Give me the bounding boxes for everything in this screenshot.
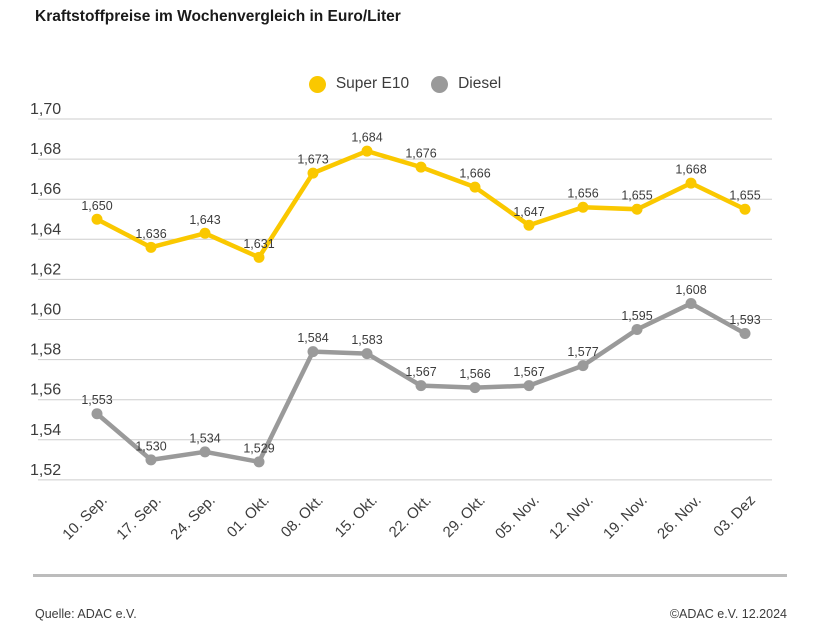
x-tick-label: 03. Dez <box>710 492 759 541</box>
data-point <box>739 328 751 340</box>
x-tick-label: 19. Nov. <box>600 492 651 543</box>
source-note: Quelle: ADAC e.V. <box>35 607 137 621</box>
data-point <box>577 201 589 213</box>
data-point-label: 1,608 <box>675 283 706 297</box>
legend-item-diesel: Diesel <box>431 75 501 93</box>
data-point-label: 1,668 <box>675 163 706 177</box>
data-point-label: 1,566 <box>459 367 490 381</box>
data-point-label: 1,553 <box>81 393 112 407</box>
x-tick-label: 08. Okt. <box>278 492 327 541</box>
x-tick-label: 29. Okt. <box>440 492 489 541</box>
data-point <box>361 348 373 360</box>
super-e10-dot-icon <box>308 75 326 93</box>
y-tick-label: 1,58 <box>30 342 61 359</box>
data-point-label: 1,530 <box>135 439 166 453</box>
legend-item-super-e10: Super E10 <box>308 75 410 93</box>
data-point-label: 1,673 <box>297 153 328 167</box>
y-tick-label: 1,62 <box>30 261 61 278</box>
data-point <box>253 251 265 263</box>
data-point-label: 1,647 <box>513 205 544 219</box>
data-point-label: 1,631 <box>243 237 274 251</box>
data-point <box>145 241 157 253</box>
x-tick-label: 01. Okt. <box>224 492 273 541</box>
y-tick-label: 1,52 <box>30 462 61 479</box>
y-tick-label: 1,60 <box>30 302 61 319</box>
y-tick-label: 1,68 <box>30 141 61 158</box>
data-point-label: 1,583 <box>351 333 382 347</box>
copyright-note: ©ADAC e.V. 12.2024 <box>669 607 787 621</box>
x-tick-label: 15. Okt. <box>332 492 381 541</box>
footer-divider <box>33 574 787 577</box>
data-point-label: 1,636 <box>135 227 166 241</box>
data-point <box>685 297 697 309</box>
page-title: Kraftstoffpreise im Wochenvergleich in E… <box>35 8 401 25</box>
data-point <box>415 380 427 392</box>
x-tick-label: 24. Sep. <box>167 492 219 544</box>
data-point-label: 1,655 <box>729 189 760 203</box>
data-point <box>253 456 265 468</box>
data-point-label: 1,577 <box>567 345 598 359</box>
data-point <box>199 227 211 239</box>
y-tick-label: 1,56 <box>30 382 61 399</box>
data-point-label: 1,650 <box>81 199 112 213</box>
data-point-label: 1,643 <box>189 213 220 227</box>
x-tick-label: 10. Sep. <box>59 492 111 544</box>
data-point <box>469 382 481 394</box>
y-tick-label: 1,66 <box>30 181 61 198</box>
data-point-label: 1,595 <box>621 309 652 323</box>
data-point <box>91 408 103 420</box>
data-point <box>145 454 157 466</box>
legend-label-super-e10: Super E10 <box>335 75 410 92</box>
footer: Quelle: ADAC e.V. ©ADAC e.V. 12.2024 <box>35 607 787 621</box>
data-point <box>361 145 373 157</box>
y-tick-label: 1,70 <box>30 101 61 118</box>
x-tick-label: 22. Okt. <box>386 492 435 541</box>
data-point <box>307 346 319 358</box>
data-point <box>91 213 103 225</box>
data-point <box>631 324 643 336</box>
data-point-label: 1,567 <box>405 365 436 379</box>
data-point <box>523 219 535 231</box>
data-point <box>199 446 211 458</box>
x-tick-label: 05. Nov. <box>492 492 543 543</box>
data-point <box>631 203 643 215</box>
x-tick-label: 17. Sep. <box>113 492 165 544</box>
x-tick-label: 12. Nov. <box>546 492 597 543</box>
data-point <box>577 360 589 372</box>
data-point <box>307 167 319 179</box>
data-point-label: 1,593 <box>729 313 760 327</box>
data-point-label: 1,534 <box>189 431 220 445</box>
data-point-label: 1,666 <box>459 167 490 181</box>
data-point <box>415 161 427 173</box>
line-chart: 1,70 1,68 1,66 1,64 1,62 1,60 1,58 1,56 1,54 1,52… <box>30 101 772 544</box>
diesel-dot-icon <box>431 75 449 93</box>
data-point-label: 1,656 <box>567 187 598 201</box>
legend: Super E10 Diesel <box>0 75 810 93</box>
y-tick-label: 1,64 <box>30 221 61 238</box>
data-point-label: 1,684 <box>351 131 382 145</box>
data-point-label: 1,584 <box>297 331 328 345</box>
data-point-label: 1,655 <box>621 189 652 203</box>
data-point-label: 1,567 <box>513 365 544 379</box>
data-point-label: 1,529 <box>243 441 274 455</box>
legend-label-diesel: Diesel <box>458 75 502 92</box>
data-point <box>739 203 751 215</box>
x-tick-label: 26. Nov. <box>654 492 705 543</box>
data-point <box>523 380 535 392</box>
data-point <box>469 181 481 193</box>
data-point <box>685 177 697 189</box>
y-tick-label: 1,54 <box>30 422 61 439</box>
data-point-label: 1,676 <box>405 147 436 161</box>
